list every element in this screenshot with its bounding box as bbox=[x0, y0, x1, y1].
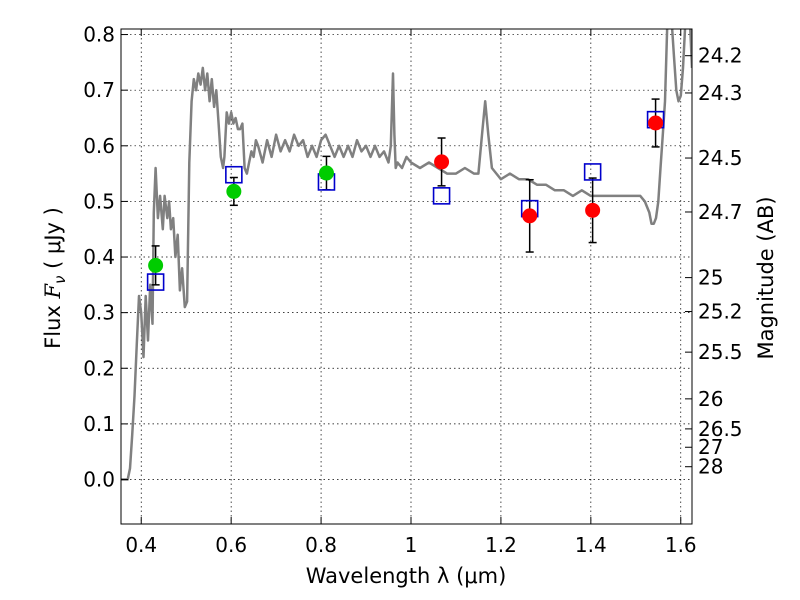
y-tick-label: 0.8 bbox=[83, 23, 115, 47]
y-axis-label: Flux Fν ( μJy ) bbox=[41, 207, 69, 349]
x-tick-label: 1 bbox=[405, 533, 418, 557]
y-tick-label: 0.1 bbox=[83, 412, 115, 436]
x-tick-label: 1.4 bbox=[575, 533, 607, 557]
optical-data-point bbox=[318, 165, 334, 181]
y-axis-label-subscript: ν bbox=[51, 276, 69, 284]
nir-data-point bbox=[434, 154, 450, 170]
y2-tick-label: 24.5 bbox=[698, 146, 743, 170]
x-tick-label: 0.6 bbox=[215, 533, 247, 557]
y-axis-label-symbol: F bbox=[41, 283, 65, 300]
x-tick-label: 1.6 bbox=[665, 533, 697, 557]
optical-data-point bbox=[148, 257, 164, 273]
y-tick-label: 0.2 bbox=[83, 356, 115, 380]
secondary-axis-label: Magnitude (AB) bbox=[754, 196, 778, 359]
y-tick-label: 0.0 bbox=[83, 468, 115, 492]
y-tick-label: 0.3 bbox=[83, 301, 115, 325]
y-tick-label: 0.5 bbox=[83, 189, 115, 213]
y2-tick-label: 26.5 bbox=[698, 417, 743, 441]
x-axis-label: Wavelength λ (μm) bbox=[306, 564, 507, 588]
y-tick-label: 0.7 bbox=[83, 78, 115, 102]
y-axis-label-prefix: Flux bbox=[41, 299, 65, 349]
y2-tick-label: 27 bbox=[698, 435, 723, 459]
y2-tick-label: 24.2 bbox=[698, 44, 743, 68]
y-tick-label: 0.4 bbox=[83, 245, 115, 269]
x-tick-label: 0.4 bbox=[125, 533, 157, 557]
nir-data-point bbox=[648, 115, 664, 131]
x-tick-label: 0.8 bbox=[305, 533, 337, 557]
model-spectrum-line bbox=[121, 29, 692, 481]
nir-data-point bbox=[585, 202, 601, 218]
plot-frame bbox=[120, 28, 693, 525]
y2-tick-label: 24.3 bbox=[698, 81, 743, 105]
y-axis-label-suffix: ( μJy ) bbox=[41, 207, 65, 275]
y2-tick-label: 24.7 bbox=[698, 200, 743, 224]
y2-tick-label: 25 bbox=[698, 266, 723, 290]
y2-tick-label: 26 bbox=[698, 387, 723, 411]
optical-data-point bbox=[226, 183, 242, 199]
y2-tick-label: 25.5 bbox=[698, 340, 743, 364]
plot-area bbox=[121, 29, 692, 481]
model-photometry-square bbox=[583, 163, 602, 181]
model-photometry-square bbox=[146, 273, 165, 291]
y2-tick-label: 25.2 bbox=[698, 300, 743, 324]
model-photometry-square bbox=[225, 165, 243, 184]
grid bbox=[121, 29, 692, 524]
y2-tick-label: 28 bbox=[698, 455, 723, 479]
x-tick-label: 1.2 bbox=[485, 533, 517, 557]
axis-ticks: 0.4 0.6 0.8 1 1.2 1.4 1.6 0.0 0.1 0.2 0.3 0.4 0.5 0.6… bbox=[83, 23, 742, 557]
y-tick-label: 0.6 bbox=[83, 134, 115, 158]
nir-data-point bbox=[522, 208, 538, 224]
model-photometry-square bbox=[432, 187, 451, 205]
